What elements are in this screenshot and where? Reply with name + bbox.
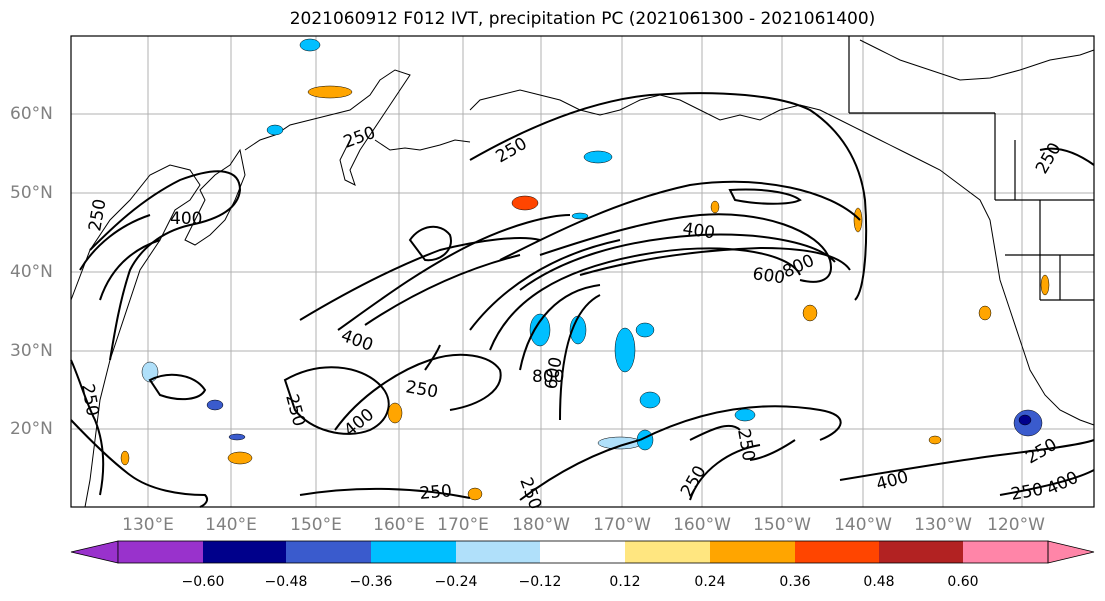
- contour-label: 400: [170, 209, 202, 229]
- colorbar-tick-label: −0.36: [349, 574, 393, 590]
- map-frame: [70, 35, 1095, 508]
- lon-label-180w: 180°W: [512, 515, 570, 535]
- lon-label-120w: 120°W: [987, 515, 1045, 535]
- colorbar-segment: [456, 541, 540, 563]
- colorbar-segment: [118, 541, 203, 563]
- lon-label-160e: 160°E: [373, 515, 425, 535]
- colorbar-tick-label: −0.48: [264, 574, 308, 590]
- lon-label-140e: 140°E: [205, 515, 257, 535]
- lon-label-160w: 160°W: [673, 515, 731, 535]
- colorbar-segment: [795, 541, 879, 563]
- lat-label-60n: 60°N: [10, 104, 53, 124]
- colorbar-tick-label: −0.60: [181, 574, 225, 590]
- gridlines: [71, 36, 1094, 507]
- contour-label: 800: [532, 367, 564, 387]
- lon-label-150w: 150°W: [753, 515, 811, 535]
- lon-label-130w: 130°W: [914, 515, 972, 535]
- lon-label-130e: 130°E: [122, 515, 174, 535]
- colorbar-segment: [286, 541, 371, 563]
- lon-label-170e: 170°E: [437, 515, 489, 535]
- colorbar-extend-min: [70, 540, 119, 564]
- colorbar-tick-label: 0.12: [609, 574, 641, 590]
- colorbar-border: [117, 540, 1049, 564]
- colorbar-tick-label: 0.36: [779, 574, 811, 590]
- lat-label-50n: 50°N: [10, 183, 53, 203]
- colorbar-segment: [963, 541, 1048, 563]
- lon-label-150e: 150°E: [290, 515, 342, 535]
- colorbar-segment: [371, 541, 456, 563]
- colorbar-segment: [625, 541, 710, 563]
- lon-label-140w: 140°W: [834, 515, 892, 535]
- colorbar-tick-label: 0.48: [863, 574, 895, 590]
- figure-title: 2021060912 F012 IVT, precipitation PC (2…: [289, 9, 876, 29]
- lon-label-170w: 170°W: [593, 515, 651, 535]
- ivt-contours: [70, 92, 1095, 508]
- contour-label: 400: [681, 219, 716, 243]
- colorbar-extend-max: [1047, 540, 1095, 564]
- lat-label-20n: 20°N: [10, 419, 53, 439]
- political-boundaries: [848, 36, 1094, 301]
- lat-label-30n: 30°N: [10, 341, 53, 361]
- coastlines: [70, 39, 1095, 508]
- colorbar-tick-label: 0.60: [947, 574, 979, 590]
- colorbar-tick-label: −0.24: [434, 574, 478, 590]
- colorbar-segment: [540, 541, 625, 563]
- contour-label: 600: [751, 264, 786, 288]
- colorbar-segment: [710, 541, 795, 563]
- colorbar-tick-label: 0.24: [694, 574, 726, 590]
- precipitation-patches: [120, 38, 1050, 501]
- lat-label-40n: 40°N: [10, 262, 53, 282]
- colorbar: [70, 540, 1095, 564]
- colorbar-segment: [879, 541, 963, 563]
- colorbar-tick-label: −0.12: [518, 574, 562, 590]
- contour-label: 250: [419, 481, 453, 504]
- colorbar-segment: [203, 541, 286, 563]
